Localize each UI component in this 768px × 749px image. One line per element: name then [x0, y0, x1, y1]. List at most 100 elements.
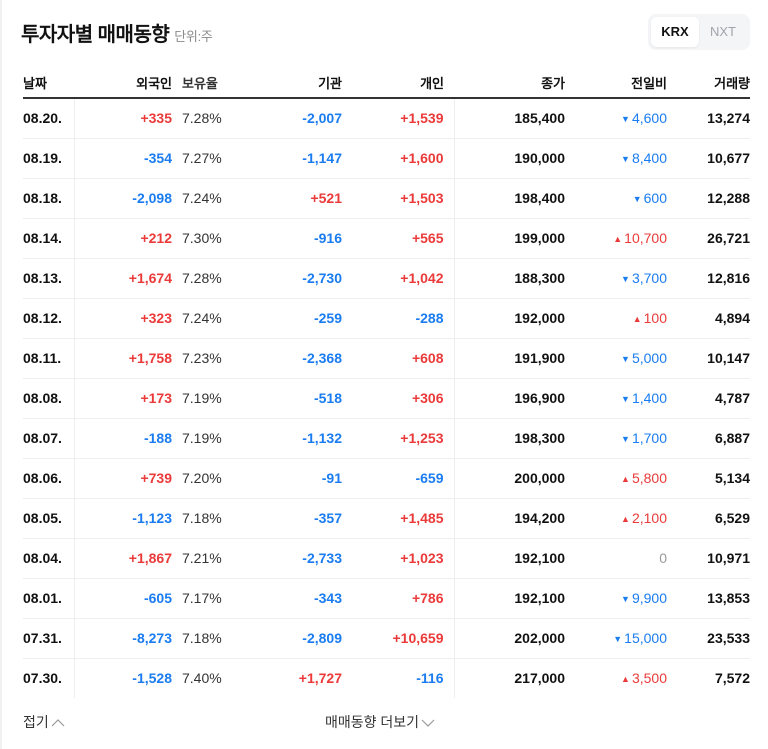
- cell-institution: +1,727: [298, 670, 342, 687]
- cell-ownership: 7.19%: [172, 418, 248, 459]
- change-value: 600: [643, 190, 667, 206]
- cell-institution: -2,007: [248, 98, 342, 139]
- cell-volume: 6,529: [667, 498, 750, 539]
- cell-institution: -1,132: [248, 418, 342, 459]
- cell-change: ▼ 600: [565, 178, 667, 219]
- cell-volume: 23,533: [667, 618, 750, 659]
- change-value: 5,800: [631, 470, 667, 486]
- cell-volume: 5,134: [667, 458, 750, 499]
- down-arrow-icon: ▼: [613, 634, 623, 644]
- cell-volume: 12,816: [667, 258, 750, 299]
- col-close: 종가: [454, 70, 565, 99]
- cell-institution: -2,730: [248, 258, 342, 299]
- cell-individual: +1,253: [342, 418, 454, 459]
- cell-individual: +608: [342, 338, 454, 379]
- change-value: 3,500: [631, 670, 667, 687]
- cell-foreign: +1,674: [73, 258, 172, 299]
- cell-volume: 13,853: [667, 578, 750, 619]
- cell-volume: 4,894: [667, 298, 750, 339]
- cell-ownership: 7.23%: [172, 338, 248, 379]
- cell-institution: -518: [248, 378, 342, 419]
- cell-foreign: +739: [73, 458, 172, 499]
- chevron-up-icon: [51, 715, 65, 731]
- cell-date: 08.13.: [23, 258, 74, 299]
- table-row: 08.13. +1,674 7.28% -2,730 +1,042 188,300 ▼ 3,7…: [23, 258, 750, 299]
- table-row: 08.06. +739 7.20% -91 -659 200,000 ▲ 5,800 5,134: [23, 458, 750, 499]
- table-row: 08.18. -2,098 7.24% +521 +1,503 198,400 ▼ 600 12…: [23, 178, 750, 219]
- table-row: 08.11. +1,758 7.23% -2,368 +608 191,900 ▼ 5,000…: [23, 338, 750, 379]
- page-title: 투자자별 매매동향 단위:주: [21, 18, 213, 47]
- cell-individual: +1,503: [342, 178, 454, 219]
- cell-date: 08.14.: [23, 218, 74, 259]
- fold-button[interactable]: 접기: [23, 712, 65, 732]
- cell-change: 0: [565, 538, 667, 579]
- cell-change: ▼ 1,700: [565, 418, 667, 459]
- up-arrow-icon: ▲: [613, 234, 623, 244]
- tab-krx[interactable]: KRX: [651, 17, 699, 47]
- more-trading-button[interactable]: 매매동향 더보기: [325, 712, 435, 732]
- change-value: 10,700: [624, 230, 667, 246]
- down-arrow-icon: ▼: [621, 154, 630, 164]
- cell-date: 08.11.: [23, 338, 74, 379]
- cell-ownership: 7.27%: [172, 138, 248, 179]
- cell-foreign: -1,123: [73, 498, 172, 539]
- cell-change: ▲ 2,100: [565, 498, 667, 539]
- cell-individual: -288: [342, 298, 454, 339]
- cell-close: 202,000: [453, 618, 565, 659]
- change-value: 2,100: [631, 510, 667, 526]
- cell-ownership: 7.20%: [172, 458, 248, 499]
- cell-foreign: -1,528: [73, 658, 172, 698]
- change-value: 3,700: [631, 270, 667, 286]
- up-arrow-icon: ▲: [632, 314, 642, 324]
- col-individual: 개인: [342, 70, 454, 99]
- cell-close: 198,300: [453, 418, 565, 459]
- cell-close: 191,900: [453, 338, 565, 379]
- down-arrow-icon: ▼: [621, 354, 630, 364]
- cell-close: 192,000: [453, 298, 565, 339]
- cell-change: ▼ 8,400: [565, 138, 667, 179]
- down-arrow-icon: ▼: [621, 594, 630, 604]
- cell-volume: 6,887: [667, 418, 750, 459]
- change-value: 1,700: [631, 430, 667, 446]
- cell-volume: 13,274: [667, 98, 750, 139]
- cell-close: 188,300: [453, 258, 565, 299]
- cell-foreign: +323: [73, 298, 172, 339]
- cell-ownership: 7.17%: [172, 578, 248, 619]
- table-row: 08.07. -188 7.19% -1,132 +1,253 198,300 ▼ 1,700…: [23, 418, 750, 459]
- investor-trading-table: 날짜 외국인 보유율 기관 개인 종가 전일비 거래량 08.20. +335 7.…: [23, 70, 750, 698]
- cell-date: 08.08.: [23, 378, 74, 419]
- change-value: 5,000: [631, 350, 667, 366]
- cell-close: 200,000: [453, 458, 565, 499]
- chevron-down-icon: [421, 715, 435, 731]
- down-arrow-icon: ▼: [632, 194, 642, 204]
- tab-nxt[interactable]: NXT: [710, 24, 736, 39]
- cell-change: ▼ 1,400: [565, 378, 667, 419]
- cell-foreign: +1,867: [73, 538, 172, 579]
- cell-foreign: -2,098: [73, 178, 172, 219]
- cell-date: 08.06.: [23, 458, 74, 499]
- table-row: 07.30. -1,528 7.40% +1,727 -116 217,000 ▲ 3,500…: [23, 658, 750, 698]
- cell-date: 07.31.: [23, 618, 74, 659]
- cell-change: ▼ 3,700: [565, 258, 667, 299]
- title-text: 투자자별 매매동향: [21, 24, 170, 46]
- col-institution: 기관: [248, 70, 342, 99]
- cell-date: 08.20.: [23, 98, 74, 139]
- cell-institution: -2,733: [248, 538, 342, 579]
- table-row: 08.05. -1,123 7.18% -357 +1,485 194,200 ▲ 2,100…: [23, 498, 750, 539]
- cell-change: ▼ 9,900: [565, 578, 667, 619]
- table-row: 08.08. +173 7.19% -518 +306 196,900 ▼ 1,400 4,78…: [23, 378, 750, 419]
- cell-ownership: 7.18%: [172, 498, 248, 539]
- cell-date: 07.30.: [23, 670, 62, 687]
- table-row: 08.20. +335 7.28% -2,007 +1,539 185,400 ▼ 4,600…: [23, 98, 750, 139]
- cell-ownership: 7.24%: [172, 178, 248, 219]
- cell-ownership: 7.24%: [172, 298, 248, 339]
- cell-volume: 10,971: [667, 538, 750, 579]
- change-value: 100: [643, 310, 667, 326]
- cell-foreign: +173: [73, 378, 172, 419]
- cell-change: ▼ 4,600: [565, 98, 667, 139]
- cell-individual: +10,659: [342, 618, 454, 659]
- down-arrow-icon: ▼: [621, 394, 630, 404]
- cell-individual: +1,539: [342, 98, 454, 139]
- cell-institution: -91: [248, 458, 342, 499]
- cell-change: ▲ 5,800: [565, 458, 667, 499]
